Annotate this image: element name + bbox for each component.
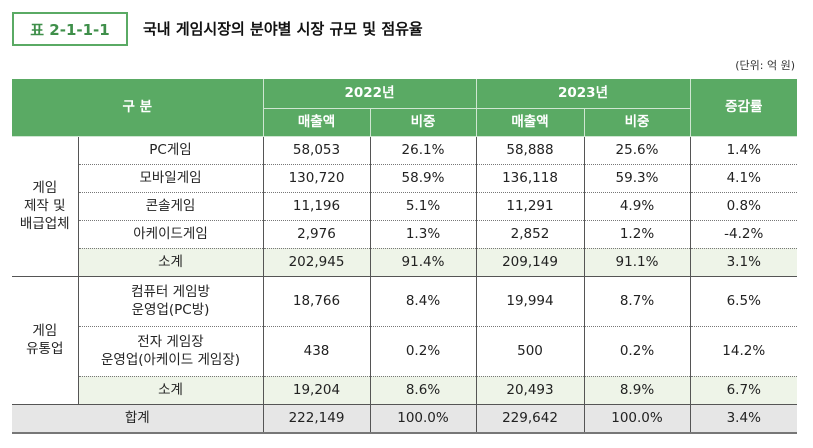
- total-growth-rate: 3.4%: [689, 404, 797, 434]
- sales-2022: 130,720: [262, 164, 370, 193]
- category-name: 컴퓨터 게임방 운영업(PC방): [77, 276, 263, 327]
- share-2023: 59.3%: [583, 164, 690, 193]
- category-name: 아케이드게임: [77, 220, 263, 249]
- header-growth: 증감률: [689, 79, 797, 137]
- sales-2022: 19,204: [262, 376, 370, 405]
- sales-2023: 500: [475, 326, 584, 377]
- market-size-table: 구 분 2022년 2023년 증감률 매출액 비중 매출액 비중 게임 제작 및…: [12, 79, 797, 434]
- total-label: 합계: [12, 404, 263, 434]
- subtotal-row: 소계 19,204 8.6% 20,493 8.9% 6.7%: [12, 376, 797, 405]
- table-row: 게임 제작 및 배급업체 PC게임 58,053 26.1% 58,888 25.6% 1.4%: [12, 136, 797, 277]
- sales-2023: 58,888: [475, 136, 584, 165]
- growth-rate: 1.4%: [689, 136, 797, 165]
- share-2022: 8.6%: [369, 376, 476, 405]
- table-row: 모바일게임 130,720 58.9% 136,118 59.3% 4.1%: [12, 164, 797, 193]
- table-row: 전자 게임장 운영업(아케이드 게임장) 438 0.2% 500 0.2% 14.2%: [12, 326, 797, 377]
- sales-2022: 18,766: [262, 276, 370, 327]
- category-name: 소계: [77, 248, 263, 277]
- share-2023: 25.6%: [583, 136, 690, 165]
- sales-2023: 20,493: [475, 376, 584, 405]
- total-sales-2022: 222,149: [262, 404, 370, 434]
- sales-2022: 2,976: [262, 220, 370, 249]
- sales-2022: 58,053: [262, 136, 370, 165]
- share-2023: 1.2%: [583, 220, 690, 249]
- table-row: 아케이드게임 2,976 1.3% 2,852 1.2% -4.2%: [12, 220, 797, 249]
- growth-rate: 14.2%: [689, 326, 797, 377]
- group-label: 게임 유통업: [12, 276, 78, 405]
- sales-2023: 11,291: [475, 192, 584, 221]
- category-name: 콘솔게임: [77, 192, 263, 221]
- share-2022: 0.2%: [369, 326, 476, 377]
- total-row: 합계 222,149 100.0% 229,642 100.0% 3.4%: [12, 404, 797, 434]
- header-share-2023: 비중: [583, 108, 690, 137]
- sales-2023: 19,994: [475, 276, 584, 327]
- sales-2022: 438: [262, 326, 370, 377]
- category-name: 전자 게임장 운영업(아케이드 게임장): [77, 326, 263, 377]
- share-2022: 91.4%: [369, 248, 476, 277]
- growth-rate: 6.7%: [689, 376, 797, 405]
- sales-2023: 209,149: [475, 248, 584, 277]
- share-2023: 91.1%: [583, 248, 690, 277]
- share-2022: 58.9%: [369, 164, 476, 193]
- table-row: 콘솔게임 11,196 5.1% 11,291 4.9% 0.8%: [12, 192, 797, 221]
- share-2022: 26.1%: [369, 136, 476, 165]
- header-2022: 2022년: [262, 79, 476, 109]
- sales-2022: 11,196: [262, 192, 370, 221]
- header-share-2022: 비중: [369, 108, 476, 137]
- growth-rate: 4.1%: [689, 164, 797, 193]
- category-name: 소계: [77, 376, 263, 405]
- category-name: 모바일게임: [77, 164, 263, 193]
- total-share-2023: 100.0%: [583, 404, 690, 434]
- growth-rate: 6.5%: [689, 276, 797, 327]
- header-category: 구 분: [12, 79, 263, 137]
- share-2023: 4.9%: [583, 192, 690, 221]
- header-sales-2022: 매출액: [262, 108, 370, 137]
- header-sales-2023: 매출액: [475, 108, 584, 137]
- total-sales-2023: 229,642: [475, 404, 584, 434]
- growth-rate: -4.2%: [689, 220, 797, 249]
- table-title: 국내 게임시장의 분야별 시장 규모 및 점유율: [143, 20, 423, 38]
- growth-rate: 0.8%: [689, 192, 797, 221]
- total-share-2022: 100.0%: [369, 404, 476, 434]
- sales-2022: 202,945: [262, 248, 370, 277]
- share-2022: 1.3%: [369, 220, 476, 249]
- table-number-tag: 표 2-1-1-1: [12, 12, 128, 46]
- category-name: PC게임: [77, 136, 263, 165]
- unit-label: (단위: 억 원): [735, 59, 795, 72]
- share-2023: 8.9%: [583, 376, 690, 405]
- share-2023: 8.7%: [583, 276, 690, 327]
- sales-2023: 2,852: [475, 220, 584, 249]
- growth-rate: 3.1%: [689, 248, 797, 277]
- table-row: 게임 유통업 컴퓨터 게임방 운영업(PC방) 18,766 8.4% 19,994 8.7%…: [12, 276, 797, 405]
- share-2022: 8.4%: [369, 276, 476, 327]
- header-2023: 2023년: [475, 79, 690, 109]
- share-2023: 0.2%: [583, 326, 690, 377]
- sales-2023: 136,118: [475, 164, 584, 193]
- share-2022: 5.1%: [369, 192, 476, 221]
- group-label: 게임 제작 및 배급업체: [12, 136, 78, 277]
- subtotal-row: 소계 202,945 91.4% 209,149 91.1% 3.1%: [12, 248, 797, 277]
